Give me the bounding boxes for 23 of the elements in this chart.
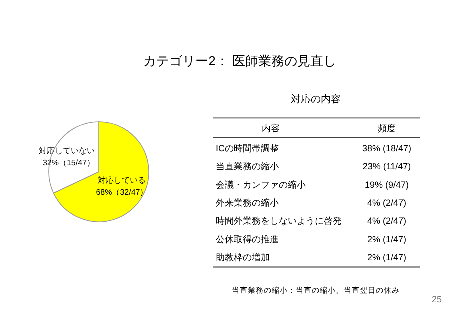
text: 頻度 — [378, 123, 396, 134]
text: カテゴリー2： 医師業務の見直し — [144, 53, 336, 68]
data-label: 68%（32/47） — [96, 188, 148, 197]
text: 2% (1/47) — [367, 252, 407, 263]
category-label: 時間外業務をしないように啓発 — [216, 216, 342, 226]
slice-label: 対応している — [98, 176, 146, 185]
slice-label: 対応していない — [39, 146, 95, 156]
text: 23% (11/47) — [362, 162, 412, 172]
text: 4% (2/47) — [367, 198, 407, 208]
text: 4% (2/47) — [367, 216, 407, 226]
category-label: 公休取得の推進 — [216, 234, 279, 244]
text: 19% (9/47) — [364, 180, 410, 190]
text: 2% (1/47) — [367, 234, 407, 244]
category-label: ICの時間帯調整 — [216, 143, 279, 154]
data-label: 32%（15/47） — [42, 158, 95, 168]
text: 対応の内容 — [291, 94, 341, 106]
category-label: 会議・カンファの縮小 — [216, 180, 306, 190]
category-label: 外来業務の縮小 — [216, 198, 279, 208]
text: 内容 — [262, 123, 280, 134]
category-label: 当直業務の縮小 — [216, 162, 279, 172]
text: 38% (18/47) — [362, 143, 412, 154]
text: 25 — [432, 294, 442, 304]
category-label: 助教枠の増加 — [216, 252, 270, 263]
